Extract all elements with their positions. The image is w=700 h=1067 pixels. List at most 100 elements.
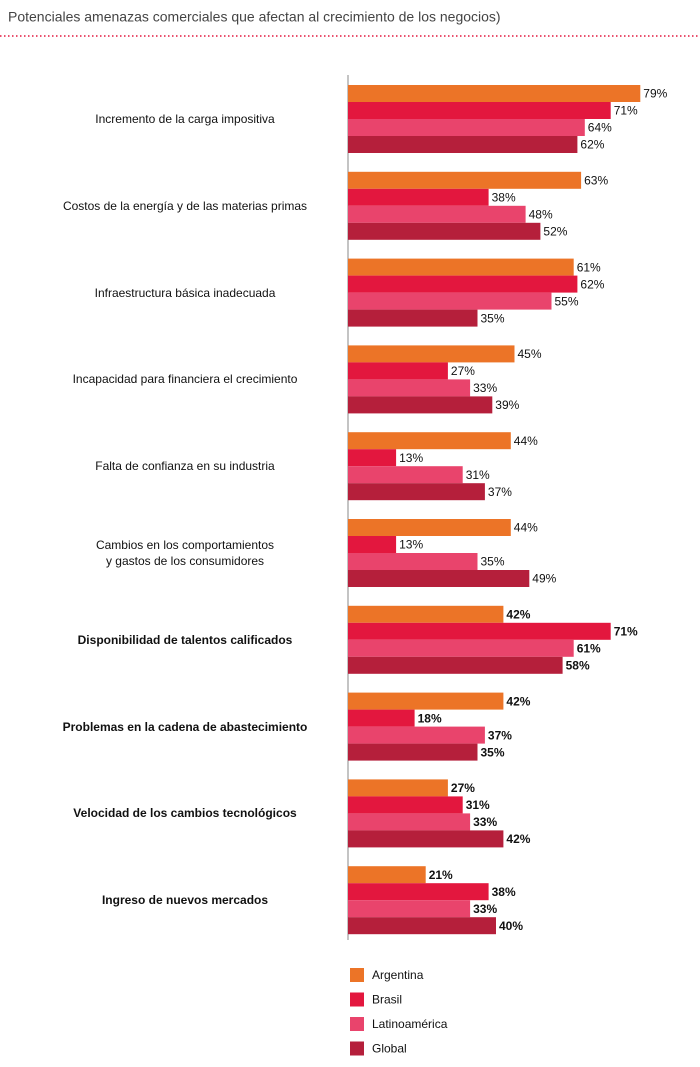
value-label: 35%	[481, 311, 505, 325]
value-label: 40%	[499, 919, 523, 933]
bar	[348, 553, 478, 570]
legend-label: Brasil	[372, 993, 402, 1007]
value-label: 61%	[577, 260, 601, 274]
bar	[348, 188, 489, 206]
value-label: 33%	[473, 815, 497, 829]
bar	[348, 536, 397, 553]
bar	[348, 605, 504, 623]
bar	[348, 622, 611, 640]
category-label: Incapacidad para financiera el crecimien…	[72, 372, 298, 387]
value-label: 42%	[506, 832, 530, 846]
bar	[348, 900, 471, 918]
bar	[348, 258, 574, 276]
bar	[348, 205, 526, 223]
category-label: Costos de la energía y de las materias p…	[62, 198, 308, 213]
value-label: 27%	[451, 781, 475, 795]
value-label: 42%	[506, 607, 530, 621]
chart-title: Potenciales amenazas comerciales que afe…	[8, 9, 501, 25]
category-label: Infraestructura básica inadecuada	[94, 285, 276, 300]
value-label: 31%	[466, 468, 490, 482]
bar	[348, 309, 478, 327]
value-label: 35%	[481, 745, 505, 759]
bar	[348, 222, 541, 240]
category-label: Problemas en la cadena de abastecimiento	[62, 719, 308, 734]
bar	[348, 483, 485, 501]
bar	[348, 362, 448, 380]
legend-swatch	[350, 968, 364, 982]
value-label: 48%	[529, 207, 553, 221]
bar	[348, 171, 582, 189]
value-label: 31%	[466, 798, 490, 812]
value-label: 38%	[492, 190, 516, 204]
bar	[348, 119, 585, 136]
bar	[348, 692, 504, 710]
value-label: 13%	[399, 538, 423, 552]
category-label: Velocidad de los cambios tecnológicos	[73, 806, 297, 821]
value-label: 37%	[488, 485, 512, 499]
value-label: 33%	[473, 381, 497, 395]
value-label: 49%	[532, 572, 556, 586]
value-label: 38%	[492, 885, 516, 899]
value-label: 44%	[514, 434, 538, 448]
bar	[348, 449, 397, 467]
value-label: 13%	[399, 451, 423, 465]
bar	[348, 917, 496, 935]
value-label: 64%	[588, 121, 612, 135]
value-label: 44%	[514, 521, 538, 535]
bar	[348, 743, 478, 761]
category-label: Cambios en los comportamientos y gastos …	[95, 538, 275, 568]
bar	[348, 709, 415, 727]
bar	[348, 639, 574, 657]
bar	[348, 656, 563, 674]
bar	[348, 830, 504, 848]
bar	[348, 726, 485, 744]
bar	[348, 85, 641, 102]
bar	[348, 292, 552, 310]
value-label: 62%	[580, 138, 604, 152]
value-label: 61%	[577, 641, 601, 655]
value-label: 35%	[481, 555, 505, 569]
bar	[348, 275, 578, 293]
value-label: 45%	[518, 347, 542, 361]
value-label: 42%	[506, 694, 530, 708]
bar	[348, 779, 448, 797]
category-label: Falta de confianza en su industria	[95, 459, 275, 474]
value-label: 37%	[488, 728, 512, 742]
value-label: 71%	[614, 104, 638, 118]
legend-swatch	[350, 992, 364, 1007]
bar	[348, 396, 493, 414]
category-label: Incremento de la carga impositiva	[95, 112, 275, 126]
value-label: 71%	[614, 624, 638, 638]
value-label: 63%	[584, 173, 608, 187]
value-label: 27%	[451, 364, 475, 378]
value-label: 58%	[566, 658, 590, 672]
value-label: 79%	[643, 87, 667, 101]
value-label: 52%	[543, 224, 567, 238]
bar	[348, 883, 489, 901]
value-label: 55%	[555, 294, 579, 308]
bar	[348, 102, 611, 119]
bar	[348, 813, 471, 831]
bar	[348, 466, 463, 484]
value-label: 39%	[495, 398, 519, 412]
value-label: 21%	[429, 868, 453, 882]
category-label: Ingreso de nuevos mercados	[101, 893, 269, 908]
bar	[348, 796, 463, 814]
value-label: 33%	[473, 902, 497, 916]
bar	[348, 345, 515, 363]
value-label: 62%	[580, 277, 604, 291]
bar	[348, 519, 511, 536]
legend-label: Global	[372, 1042, 407, 1056]
bar	[348, 136, 578, 153]
category-label: Disponibilidad de talentos calificados	[77, 632, 293, 647]
legend-label: Argentina	[372, 968, 424, 982]
bar	[348, 379, 471, 397]
legend-label: Latinoamérica	[372, 1017, 448, 1031]
value-label: 18%	[418, 711, 442, 725]
bar	[348, 432, 511, 450]
legend-swatch	[350, 1017, 364, 1031]
bar	[348, 866, 426, 884]
bar	[348, 570, 530, 587]
